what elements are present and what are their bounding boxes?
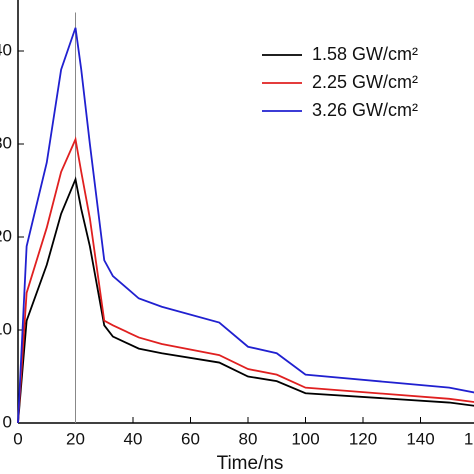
x-tick-label: 60	[181, 429, 200, 448]
line	[17, 136, 474, 424]
x-tick-label: 20	[66, 429, 85, 448]
x-tick-label: 80	[239, 429, 258, 448]
x-tick-label: 100	[291, 429, 319, 448]
x-tick-label: 40	[124, 429, 143, 448]
y-tick-label: 0	[3, 412, 12, 431]
y-tick-label: 10	[0, 319, 12, 338]
legend-label: 3.26 GW/cm²	[312, 100, 418, 120]
y-tick-label: 30	[0, 133, 12, 152]
x-tick-label: 120	[349, 429, 377, 448]
legend-label: 1.58 GW/cm²	[312, 44, 418, 64]
legend-label: 2.25 GW/cm²	[312, 72, 418, 92]
line	[17, 176, 474, 424]
line	[17, 27, 474, 424]
y-tick-label: 20	[0, 226, 12, 245]
x-axis-label: Time/ns	[217, 453, 284, 474]
x-tick-label: 0	[13, 429, 22, 448]
y-tick-label: 40	[0, 40, 12, 59]
x-tick-label: 160	[464, 429, 474, 448]
x-tick-label: 140	[406, 429, 434, 448]
